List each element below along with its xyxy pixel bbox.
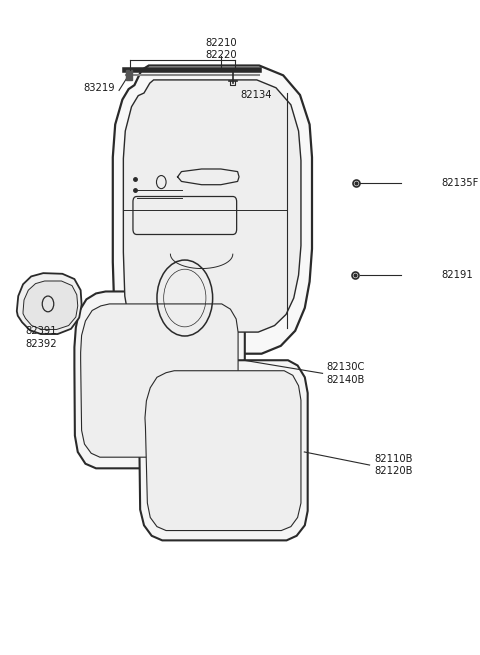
Text: 82391
82392: 82391 82392 [25,326,57,348]
Text: 82210
82220: 82210 82220 [205,38,237,60]
Polygon shape [113,66,312,354]
Polygon shape [145,371,301,531]
Polygon shape [23,281,78,329]
Polygon shape [126,70,132,80]
Polygon shape [81,304,238,457]
Polygon shape [123,80,301,332]
Polygon shape [74,291,245,468]
Text: 82191: 82191 [442,270,473,280]
Polygon shape [139,360,308,540]
Text: 82135F: 82135F [442,178,479,189]
Text: 82110B
82120B: 82110B 82120B [374,454,413,476]
Text: 83219: 83219 [84,83,115,94]
Text: 82130C
82140B: 82130C 82140B [326,362,365,384]
Polygon shape [17,273,82,334]
Text: 82134: 82134 [240,90,272,100]
